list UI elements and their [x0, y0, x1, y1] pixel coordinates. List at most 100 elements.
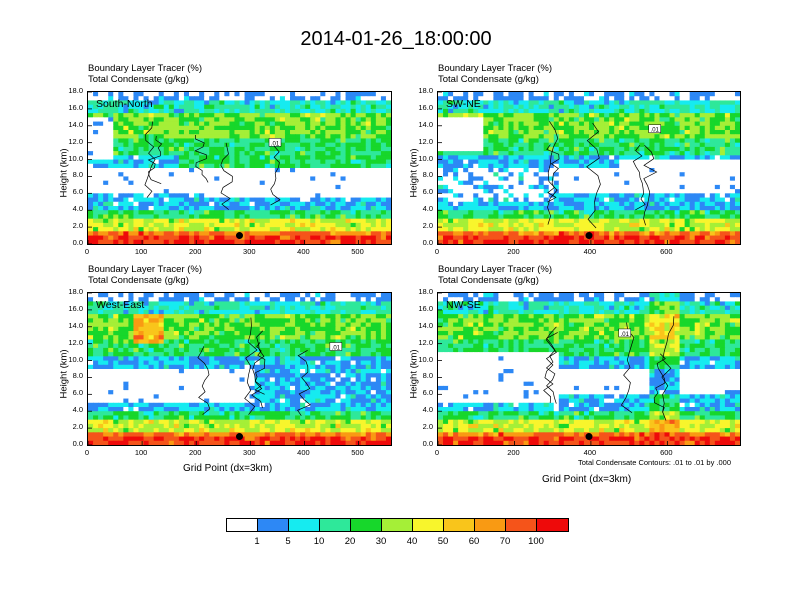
heatmap-cell — [173, 96, 180, 102]
heatmap-cell — [244, 189, 251, 194]
heatmap-cell — [553, 100, 560, 106]
heatmap-cell — [335, 235, 342, 241]
heatmap-cell — [709, 172, 716, 178]
heatmap-cell — [553, 96, 560, 102]
heatmap-cell — [679, 184, 686, 190]
heatmap-cell — [714, 168, 721, 173]
heatmap-cell — [183, 108, 190, 114]
heatmap-cell — [503, 201, 510, 207]
heatmap-cell — [649, 92, 656, 97]
heatmap-cell — [483, 218, 489, 224]
heatmap-cell — [734, 113, 740, 118]
heatmap-cell — [335, 301, 342, 307]
heatmap-cell — [274, 168, 281, 173]
heatmap-cell — [123, 104, 129, 110]
heatmap-cell — [624, 172, 630, 178]
heatmap-cell — [370, 184, 377, 190]
heatmap-cell — [380, 222, 387, 228]
heatmap-cell — [380, 210, 387, 216]
heatmap-cell — [178, 222, 185, 228]
heatmap-cell — [279, 201, 286, 207]
heatmap-cell — [269, 121, 276, 127]
heatmap-cell — [604, 168, 610, 173]
heatmap-cell — [264, 146, 271, 152]
heatmap-cell — [204, 206, 210, 211]
heatmap-cell — [634, 146, 640, 152]
heatmap-cell — [128, 206, 135, 211]
heatmap-cell — [443, 184, 449, 190]
heatmap-cell — [178, 201, 185, 207]
heatmap-cell — [729, 222, 736, 228]
heatmap-cell — [173, 206, 180, 211]
heatmap-cell — [229, 125, 236, 131]
heatmap-cell — [659, 100, 666, 106]
heatmap-cell — [269, 218, 276, 224]
heatmap-cell — [123, 222, 129, 228]
heatmap-cell — [128, 104, 135, 110]
heatmap-cell — [443, 113, 449, 118]
heatmap-cell — [158, 197, 165, 203]
heatmap-cell — [488, 96, 494, 102]
heatmap-cell — [350, 326, 357, 332]
heatmap-cell — [604, 96, 610, 102]
panel1-plot: .01 South-North — [87, 91, 392, 245]
heatmap-cell — [503, 146, 510, 152]
heatmap-cell — [214, 235, 220, 241]
heatmap-cell — [123, 218, 129, 224]
heatmap-cell — [699, 168, 706, 173]
heatmap-cell — [360, 197, 367, 203]
heatmap-cell — [659, 151, 666, 156]
heatmap-cell — [300, 293, 306, 298]
heatmap-cell — [310, 214, 316, 220]
heatmap-cell — [284, 331, 291, 336]
heatmap-cell — [259, 218, 266, 224]
heatmap-cell — [619, 235, 625, 241]
heatmap-cell — [473, 104, 479, 110]
heatmap-cell — [143, 96, 150, 102]
heatmap-cell — [350, 151, 357, 156]
heatmap-cell — [158, 96, 165, 102]
heatmap-cell — [148, 218, 155, 224]
heatmap-cell — [290, 239, 296, 244]
heatmap-cell — [684, 235, 691, 241]
heatmap-cell — [113, 301, 119, 307]
heatmap-cell — [493, 121, 499, 127]
heatmap-cell — [355, 142, 362, 148]
heatmap-cell — [669, 155, 676, 161]
heatmap-cell — [548, 159, 555, 165]
heatmap-cell — [543, 193, 550, 199]
heatmap-cell — [488, 151, 494, 156]
heatmap-cell — [315, 146, 321, 152]
heatmap-cell — [483, 163, 489, 169]
heatmap-cell — [183, 134, 190, 140]
heatmap-cell — [138, 113, 145, 118]
heatmap-cell — [548, 142, 555, 148]
heatmap-cell — [259, 193, 266, 199]
heatmap-cell — [335, 168, 342, 173]
heatmap-cell — [219, 331, 225, 336]
heatmap-cell — [385, 331, 391, 336]
heatmap-cell — [508, 142, 515, 148]
heatmap-cell — [528, 134, 535, 140]
heatmap-cell — [669, 206, 676, 211]
heatmap-cell — [533, 142, 540, 148]
heatmap-cell — [558, 117, 565, 123]
heatmap-cell — [604, 180, 610, 186]
heatmap-cell — [158, 104, 165, 110]
heatmap-cell — [163, 197, 170, 203]
heatmap-cell — [189, 108, 195, 114]
heatmap-cell — [153, 130, 160, 135]
heatmap-cell — [244, 305, 251, 311]
heatmap-cell — [355, 322, 362, 328]
heatmap-cell — [664, 130, 671, 135]
heatmap-cell — [340, 293, 347, 298]
heatmap-cell — [315, 176, 321, 182]
heatmap-cell — [468, 121, 474, 127]
heatmap-cell — [594, 214, 600, 220]
heatmap-cell — [335, 201, 342, 207]
heatmap-cell — [699, 138, 706, 144]
heatmap-cell — [128, 326, 135, 332]
heatmap-cell — [699, 159, 706, 165]
heatmap-cell — [269, 214, 276, 220]
heatmap-cell — [224, 176, 230, 182]
